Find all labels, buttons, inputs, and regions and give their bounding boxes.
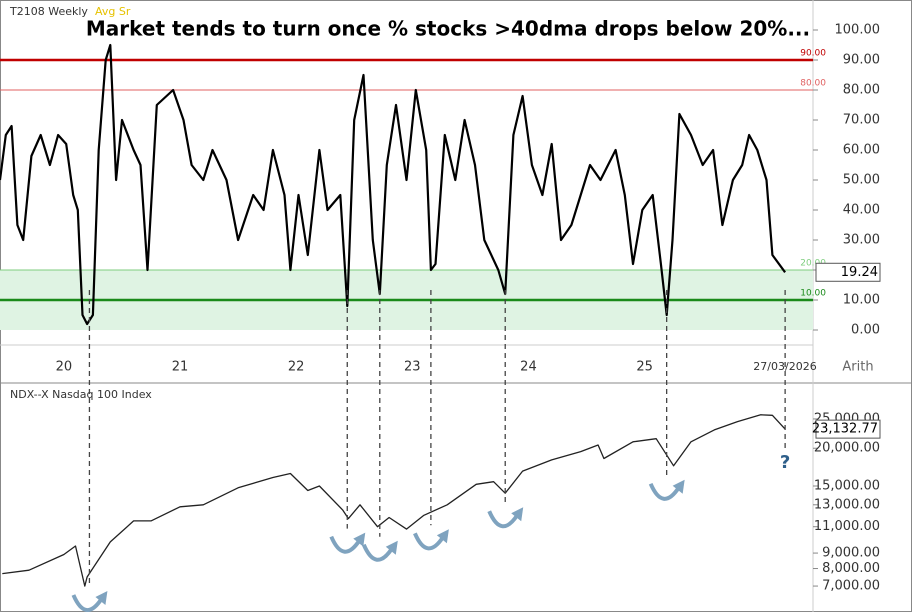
y-tick-label: 50.00 (843, 173, 880, 188)
turn-arrow (487, 510, 519, 529)
series-name: NDX--X Nasdaq 100 Index (10, 388, 152, 401)
turn-arrow (648, 482, 681, 501)
series-line (0, 43, 786, 326)
y-tick-label: 40.00 (843, 203, 880, 218)
y-tick-label: 80.00 (843, 83, 880, 98)
y-tick-label: 30.00 (843, 233, 880, 248)
y-tick-label: 9,000.00 (822, 546, 880, 561)
y-tick-label: 20,000.00 (814, 441, 880, 456)
x-tick-label: 20 (56, 360, 73, 375)
y-tick-label: 13,000.00 (814, 497, 880, 512)
reference-label: 20.00 (800, 259, 826, 269)
x-tick-label: 25 (636, 360, 653, 375)
turn-arrow (413, 532, 445, 551)
y-tick-label: 60.00 (843, 143, 880, 158)
y-tick-label: 7,000.00 (822, 579, 880, 594)
y-tick-label: 0.00 (851, 323, 880, 338)
x-tick-label: 23 (404, 360, 421, 375)
x-tick-label: 24 (520, 360, 537, 375)
turn-arrow (329, 535, 361, 554)
x-tick-label: 22 (288, 360, 305, 375)
last-value-label: 19.24 (841, 265, 878, 280)
y-tick-label: 11,000.00 (814, 519, 880, 534)
y-tick-label: 10.00 (843, 293, 880, 308)
indicator: Avg Sr (95, 5, 131, 18)
turn-arrow (361, 543, 394, 562)
y-tick-label: 70.00 (843, 113, 880, 128)
series-line (2, 414, 786, 587)
chart-title: Market tends to turn once % stocks >40dm… (86, 17, 810, 41)
last-value-label: 23,132.77 (812, 422, 878, 437)
annotation: ? (780, 452, 790, 473)
reference-label: 10.00 (800, 289, 826, 299)
y-tick-label: 100.00 (835, 23, 881, 38)
reference-label: 80.00 (800, 79, 826, 89)
scale-label: Arith (842, 360, 873, 375)
turn-arrow-head (385, 540, 398, 555)
x-tick-label: 21 (172, 360, 189, 375)
y-tick-label: 90.00 (843, 53, 880, 68)
turn-arrow-head (672, 479, 685, 494)
y-tick-label: 8,000.00 (822, 561, 880, 576)
last-value-box (815, 419, 881, 439)
turn-arrow-head (511, 507, 524, 522)
turn-arrow-head (436, 529, 449, 544)
series-name: T2108 Weekly (9, 5, 88, 18)
turn-arrow (71, 594, 104, 612)
last-value-box (815, 262, 881, 282)
turn-arrow-head (95, 591, 108, 606)
y-tick-label: 15,000.00 (814, 479, 880, 494)
turn-arrow-head (353, 532, 366, 547)
reference-label: 90.00 (800, 49, 826, 59)
